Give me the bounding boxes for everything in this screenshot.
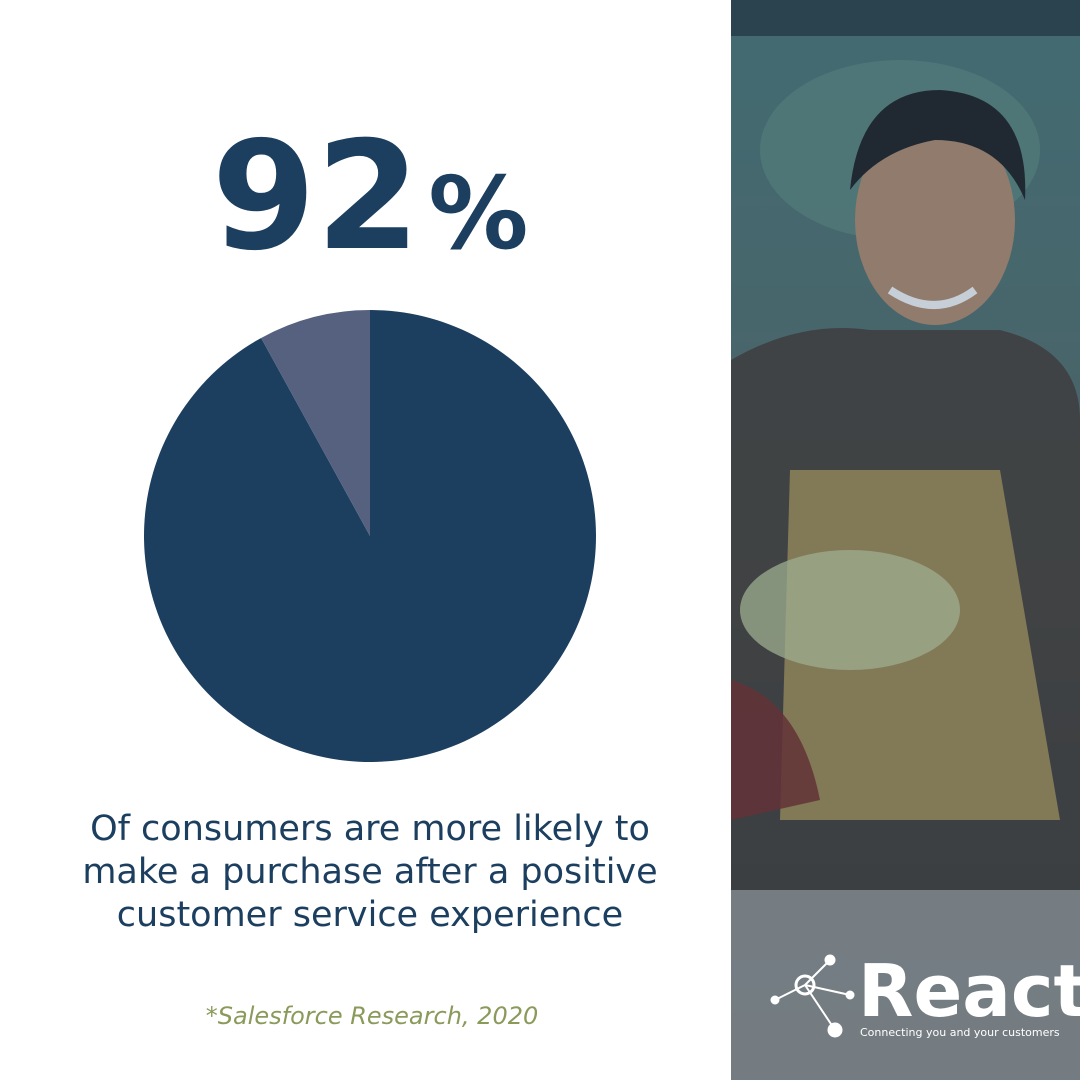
caption-line: customer service experience xyxy=(117,895,623,935)
logo xyxy=(770,954,855,1038)
photo xyxy=(731,0,1080,1080)
headline: 92% xyxy=(212,110,529,284)
caption-line: Of consumers are more likely to xyxy=(90,809,650,849)
pie-slice xyxy=(143,310,596,763)
brand-name: React xyxy=(858,949,1080,1033)
caption-line: make a purchase after a positive xyxy=(82,852,657,892)
source: *Salesforce Research, 2020 xyxy=(206,1002,539,1030)
pie-slice xyxy=(261,310,370,536)
brand-tagline: Connecting you and your customers xyxy=(860,1026,1060,1039)
